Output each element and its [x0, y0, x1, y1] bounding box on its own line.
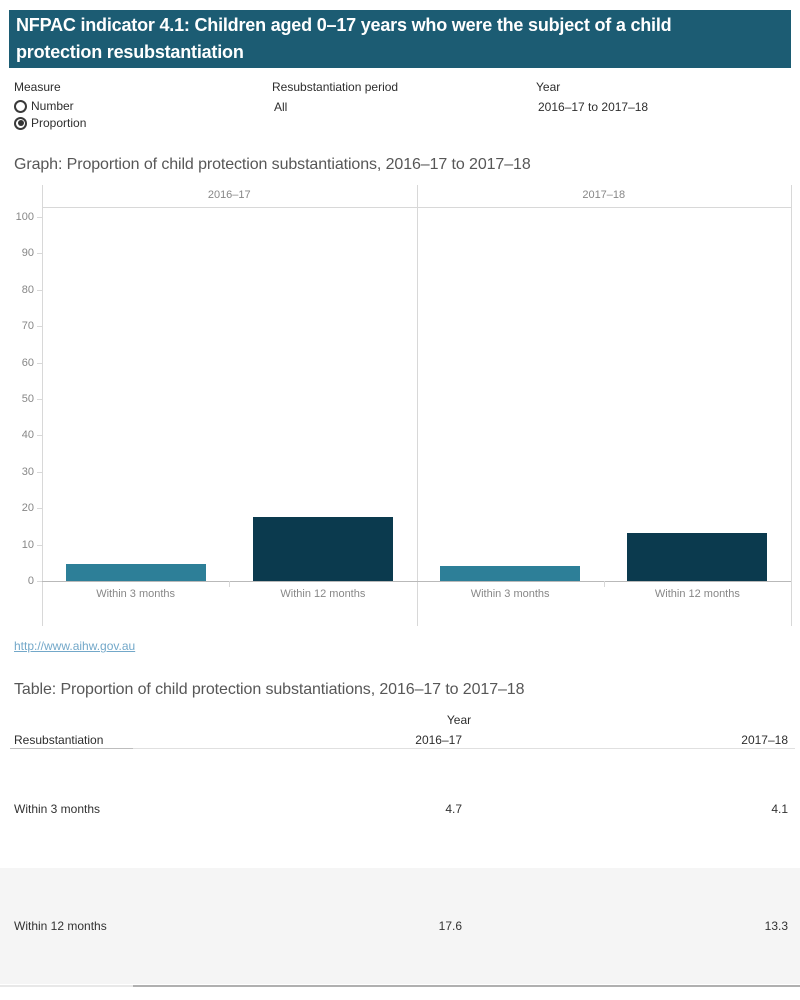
header-divider-left	[10, 748, 133, 749]
radio-proportion-icon[interactable]	[14, 116, 27, 130]
header-divider-right	[133, 748, 795, 749]
row-label[interactable]: Within 12 months	[14, 919, 107, 933]
table-column-group-label: Year	[446, 713, 472, 727]
panel-header-underline	[42, 207, 791, 208]
table-bottom-scrollbar-left	[0, 985, 133, 987]
year-filter-value[interactable]: 2016–17 to 2017–18	[538, 100, 649, 114]
y-axis-tick-label: 70	[21, 320, 34, 333]
bar-2016–17-Within 12 months[interactable]	[252, 517, 393, 581]
table-column-2017-18: 2017–18	[741, 733, 788, 747]
graph-title: Graph: Proportion of child protection su…	[14, 156, 531, 173]
y-axis-tick-label: 100	[15, 211, 34, 223]
bar-2017–18-Within 12 months[interactable]	[627, 533, 768, 581]
table-row-header-label: Resubstantiation	[14, 733, 104, 747]
year-filter-label: Year	[536, 80, 561, 94]
period-filter-value[interactable]: All	[274, 100, 288, 114]
radio-proportion-label: Proportion	[31, 116, 87, 130]
table-title: Table: Proportion of child protection su…	[14, 681, 525, 698]
period-filter: Resubstantiation period All	[272, 80, 398, 114]
y-axis-tick-label: 0	[27, 575, 34, 587]
row-label[interactable]: Within 3 months	[14, 801, 101, 816]
chart-right-border	[791, 185, 792, 626]
cell-value[interactable]: 17.6	[438, 919, 462, 933]
panel-header: 2017–18	[582, 189, 626, 201]
category-label: Within 12 months	[654, 588, 740, 600]
radio-number-icon[interactable]	[14, 99, 27, 113]
radio-option-proportion[interactable]: Proportion	[14, 115, 86, 131]
y-axis-tick	[37, 362, 42, 364]
banner-title-line1: NFPAC indicator 4.1: Children aged 0–17 …	[16, 15, 672, 35]
y-axis-tick-label: 80	[21, 283, 34, 296]
y-axis-tick-label: 40	[21, 429, 34, 442]
y-axis-tick	[37, 253, 42, 255]
bar-chart: 2016–17 2017–18 0 10 20 30 40 50 60 70 80 90 100 With…	[0, 183, 800, 633]
table-column-2016-17: 2016–17	[415, 733, 462, 747]
panel-header: 2016–17	[207, 189, 251, 201]
y-axis-tick	[37, 508, 42, 510]
category-label: Within 3 months	[470, 588, 550, 600]
category-label: Within 12 months	[280, 588, 366, 600]
table-bottom-scrollbar-right[interactable]	[133, 985, 800, 987]
radio-option-number[interactable]: Number	[14, 98, 86, 114]
cell-value[interactable]: 4.7	[445, 801, 462, 816]
y-axis-tick	[37, 326, 42, 328]
cell-value[interactable]: 4.1	[771, 801, 788, 816]
y-axis-tick-label: 50	[21, 393, 34, 405]
period-filter-label: Resubstantiation period	[272, 80, 399, 94]
y-axis-tick-label: 20	[21, 502, 34, 515]
data-table: Year Resubstantiation 2016–17 2017–18 Wi…	[0, 705, 800, 1000]
aihw-link[interactable]: http://www.aihw.gov.au	[14, 639, 136, 653]
y-axis-tick-label: 10	[21, 538, 34, 551]
banner-title-line2: protection resubstantiation	[16, 42, 244, 62]
cell-value[interactable]: 13.3	[764, 919, 788, 933]
x-axis-line	[42, 581, 791, 582]
y-axis-line	[42, 185, 43, 626]
y-axis-tick-label: 60	[21, 356, 34, 369]
y-axis-tick-label: 30	[21, 465, 34, 478]
category-label: Within 3 months	[96, 588, 176, 600]
band-divider-tick	[603, 581, 605, 587]
band-divider-tick	[229, 581, 231, 587]
bar-2016–17-Within 3 months[interactable]	[65, 564, 206, 581]
year-filter: Year 2016–17 to 2017–18	[536, 80, 648, 114]
y-axis-tick	[37, 217, 42, 218]
y-axis-tick	[37, 471, 42, 473]
panel-divider-line	[416, 185, 418, 626]
y-axis-tick-label: 90	[21, 247, 34, 260]
title-banner: NFPAC indicator 4.1: Children aged 0–17 …	[9, 10, 791, 68]
y-axis-tick	[37, 435, 42, 437]
bar-2017–18-Within 3 months[interactable]	[440, 566, 581, 581]
table-row: Within 12 months 17.6 13.3	[0, 868, 800, 984]
radio-number-label: Number	[31, 99, 74, 113]
measure-filter-label: Measure	[14, 80, 61, 94]
y-axis-tick	[37, 289, 42, 291]
y-axis-tick	[37, 544, 42, 546]
measure-filter: Measure Number Proportion	[14, 80, 86, 131]
y-axis-tick	[37, 581, 42, 582]
table-row: Within 3 months 4.7 4.1	[0, 749, 800, 868]
y-axis-tick	[37, 399, 42, 400]
